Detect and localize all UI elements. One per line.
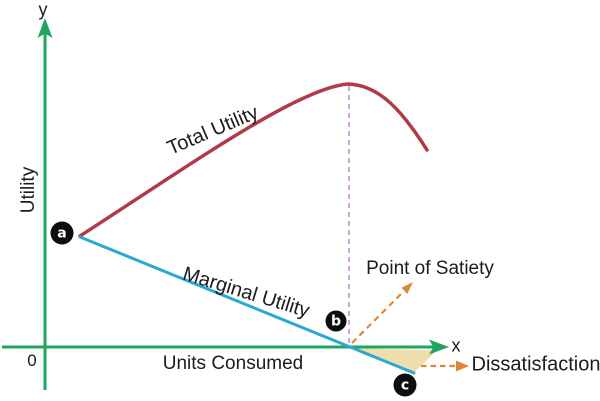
satiety-arrow-shaft (351, 290, 405, 344)
x-axis-symbol: x (451, 335, 461, 356)
point-a-label: a (57, 225, 67, 241)
point-of-satiety-label: Point of Satiety (366, 258, 494, 279)
y-axis-title: Utility (18, 166, 39, 214)
x-axis-title: Units Consumed (162, 353, 304, 374)
origin-label: 0 (27, 351, 37, 370)
satiety-arrowhead-icon (401, 282, 413, 294)
point-b-marker: b (325, 310, 347, 332)
point-b-label: b (330, 313, 342, 329)
dissatisfaction-label: Dissatisfaction (471, 353, 600, 376)
marginal-utility-line (78, 235, 416, 375)
total-utility-curve (78, 82, 429, 238)
y-axis-symbol: y (38, 0, 48, 20)
dissatisfaction-arrowhead-icon (456, 360, 469, 372)
point-c-label: c (400, 377, 410, 393)
point-a-marker: a (50, 221, 74, 245)
negative-utility-area (351, 348, 437, 373)
x-axis-arrowhead-icon (429, 339, 449, 355)
point-c-marker: c (393, 373, 417, 397)
y-axis-arrowhead-icon (37, 18, 53, 38)
